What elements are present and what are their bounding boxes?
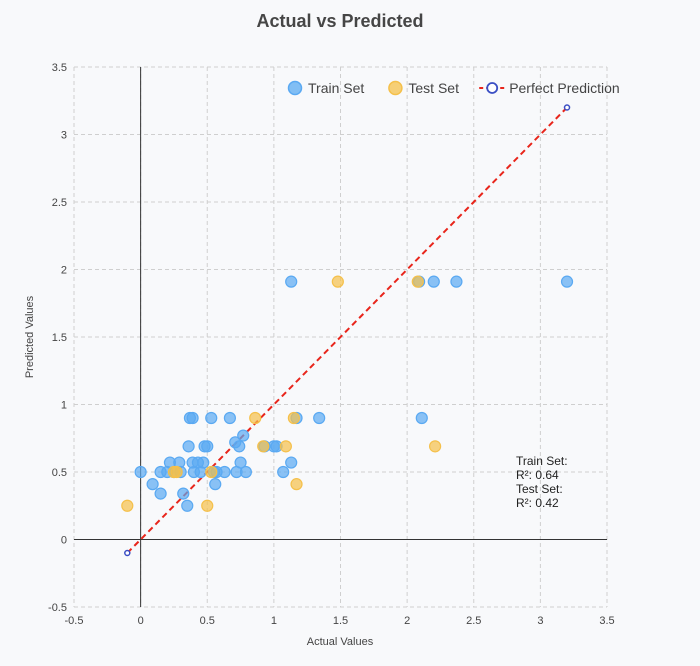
train-set-point xyxy=(415,411,428,425)
y-tick-label: 1 xyxy=(61,400,67,412)
legend-item-test-set[interactable]: Test Set xyxy=(388,80,459,96)
train-set-point xyxy=(285,275,298,288)
x-tick-label: 3 xyxy=(537,615,543,627)
train-set-point xyxy=(277,465,290,479)
train-set-point xyxy=(234,456,247,469)
y-tick-label: 0.5 xyxy=(52,467,67,479)
legend-label: Train Set xyxy=(308,80,364,96)
train-set-point xyxy=(313,411,326,425)
test-set-point xyxy=(279,440,292,453)
train-set-point xyxy=(450,275,463,288)
train-set-point xyxy=(560,275,574,288)
perfect-prediction-endpoint xyxy=(563,104,571,111)
train-set-point xyxy=(181,499,194,512)
test-set-point xyxy=(249,411,262,425)
y-tick-label: 3 xyxy=(61,130,67,142)
train-set-point xyxy=(209,478,222,491)
x-tick-label: 0 xyxy=(138,615,144,627)
points-group xyxy=(121,275,574,512)
train-set-point xyxy=(233,440,246,453)
reference-line-group xyxy=(124,104,571,557)
legend-label: Test Set xyxy=(408,80,459,96)
x-tick-label: -0.5 xyxy=(65,615,84,627)
y-tick-label: 0 xyxy=(61,535,67,547)
legend-label: Perfect Prediction xyxy=(509,80,620,96)
test-set-point xyxy=(121,499,134,512)
train-set-point xyxy=(237,429,250,442)
x-tick-label: 0.5 xyxy=(200,615,215,627)
train-set-point xyxy=(134,465,147,479)
annotation-line: R²: 0.64 xyxy=(516,468,559,482)
x-tick-label: 1.5 xyxy=(333,615,348,627)
test-set-point xyxy=(205,465,218,479)
x-axis-title: Actual Values xyxy=(307,636,374,648)
train-set-point xyxy=(201,440,214,453)
test-set-point xyxy=(429,440,442,453)
train-set-point xyxy=(154,487,167,500)
test-set-point xyxy=(201,499,214,512)
perfect-prediction-line xyxy=(126,106,568,554)
x-tick-label: 1 xyxy=(271,615,277,627)
train-set-point xyxy=(239,465,252,479)
chart-title: Actual vs Predicted xyxy=(256,11,423,31)
legend-item-perfect-prediction[interactable]: Perfect Prediction xyxy=(479,80,620,96)
train-set-point xyxy=(146,478,159,491)
y-axis-title: Predicted Values xyxy=(24,295,36,378)
train-set-point xyxy=(177,487,190,500)
train-set-point xyxy=(285,456,298,469)
y-tick-label: 2 xyxy=(61,265,67,277)
y-tick-label: 3.5 xyxy=(52,62,67,74)
test-set-point xyxy=(257,440,270,453)
legend-marker xyxy=(287,80,303,96)
test-set-point xyxy=(287,411,300,425)
annotation-line: Train Set: xyxy=(516,454,568,468)
x-tick-label: 2 xyxy=(404,615,410,627)
y-tick-label: 1.5 xyxy=(52,332,67,344)
train-set-point xyxy=(223,411,237,425)
legend-marker xyxy=(486,82,499,94)
y-tick-label: -0.5 xyxy=(48,602,67,614)
test-set-point xyxy=(331,275,344,288)
annotation-line: R²: 0.42 xyxy=(516,496,559,510)
perfect-prediction-endpoint xyxy=(124,549,131,557)
train-set-point xyxy=(197,456,210,469)
x-tick-label: 3.5 xyxy=(599,615,614,627)
train-set-point xyxy=(427,275,440,288)
legend-item-train-set[interactable]: Train Set xyxy=(287,80,365,96)
test-set-point xyxy=(411,275,424,288)
train-set-point xyxy=(186,411,199,425)
train-set-point xyxy=(182,440,195,453)
train-set-point xyxy=(218,465,231,479)
test-set-point xyxy=(290,478,303,491)
x-tick-label: 2.5 xyxy=(466,615,481,627)
annotation-line: Test Set: xyxy=(516,482,563,496)
test-set-point xyxy=(170,465,183,479)
legend[interactable]: Train Set Test Set Perfect Prediction xyxy=(287,80,620,96)
legend-marker xyxy=(388,80,403,96)
y-tick-label: 2.5 xyxy=(52,197,67,209)
train-set-point xyxy=(205,411,218,425)
axes: -0.5 0 0.5 1 1.5 2 2.5 3 3.5 -0.5 0 0.5 1 1.5 2 2.5 3 3.5 xyxy=(48,62,615,627)
